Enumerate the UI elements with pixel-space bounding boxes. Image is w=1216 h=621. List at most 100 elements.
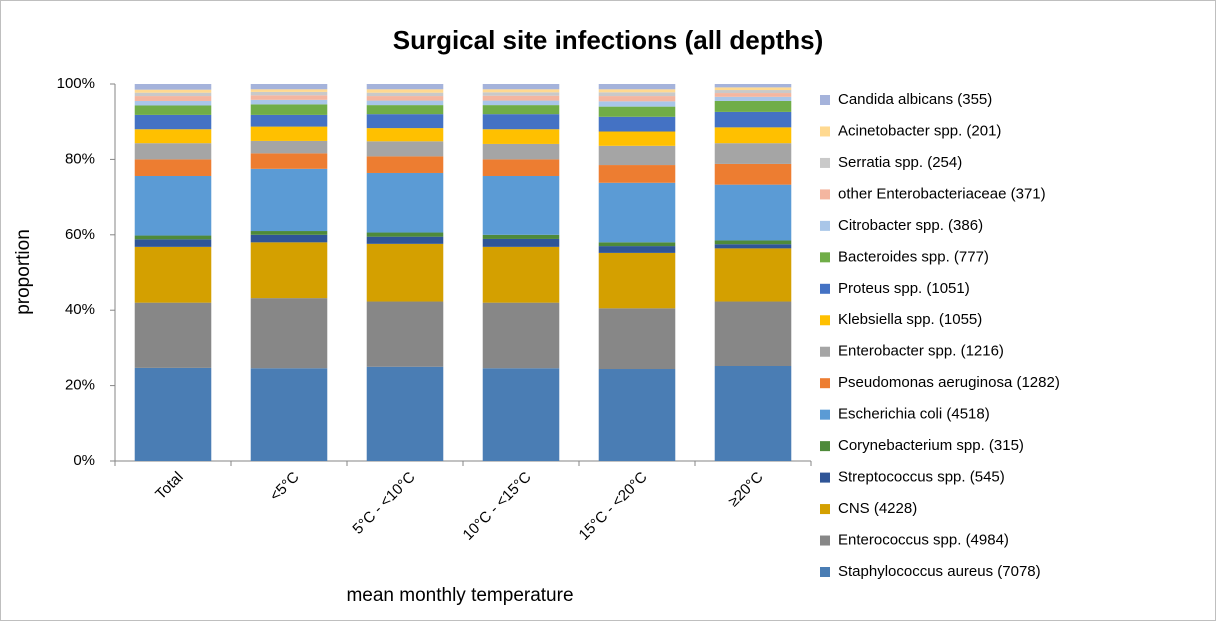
bar-segment	[250, 91, 328, 96]
bar-segment	[134, 302, 212, 368]
bar-segment	[366, 141, 444, 157]
bar-segment	[482, 302, 560, 369]
bar-segment	[250, 140, 328, 154]
bar-segment	[598, 165, 676, 183]
bar-segment	[714, 111, 792, 128]
legend-label: Bacteroides spp. (777)	[838, 248, 989, 265]
bar-segment	[598, 242, 676, 247]
chart-title: Surgical site infections (all depths)	[393, 25, 824, 55]
bar-segment	[134, 89, 212, 93]
legend-swatch	[820, 535, 830, 546]
bar-segment	[714, 90, 792, 94]
legend-swatch	[820, 346, 830, 357]
bar-segment	[482, 89, 560, 93]
bar-segment	[714, 84, 792, 88]
bar-segment	[482, 95, 560, 101]
bar-segment	[250, 84, 328, 90]
bar-segment	[250, 126, 328, 141]
bar-segment	[714, 184, 792, 241]
bar-segment	[250, 242, 328, 299]
y-axis-label: proportion	[13, 229, 34, 315]
legend-label: Pseudomonas aeruginosa (1282)	[838, 374, 1060, 391]
bar-segment	[714, 244, 792, 249]
bar-segment	[366, 105, 444, 115]
bar-segment	[598, 182, 676, 243]
bar-segment	[366, 232, 444, 237]
legend-label: CNS (4228)	[838, 500, 917, 517]
bar-segment	[134, 105, 212, 115]
y-tick-label: 0%	[73, 452, 95, 469]
bar-segment	[134, 246, 212, 303]
legend-swatch	[820, 567, 830, 577]
legend-swatch	[820, 220, 830, 231]
legend-swatch	[820, 189, 830, 200]
bar-segment	[598, 369, 676, 461]
bar-segment	[714, 127, 792, 144]
bar-segment	[598, 96, 676, 102]
bar-segment	[250, 168, 328, 232]
bar-segment	[598, 308, 676, 370]
bar-segment	[598, 106, 676, 117]
bar-segment	[598, 246, 676, 253]
bar-segment	[134, 92, 212, 97]
bar-segment	[598, 84, 676, 90]
bar-segment	[366, 89, 444, 93]
bar-segment	[482, 159, 560, 176]
bar-segment	[482, 143, 560, 160]
legend-swatch	[820, 378, 830, 389]
bar-segment	[482, 234, 560, 239]
legend-label: Citrobacter spp. (386)	[838, 217, 983, 234]
legend-label: other Enterobacteriaceae (371)	[838, 185, 1046, 202]
bar-segment	[134, 84, 212, 90]
legend-label: Staphylococcus aureus (7078)	[838, 563, 1041, 580]
bar-segment	[250, 114, 328, 127]
bar-segment	[482, 175, 560, 235]
bar-segment	[366, 128, 444, 142]
legend-swatch	[820, 472, 830, 483]
bar-segment	[366, 366, 444, 461]
y-tick-label: 20%	[65, 377, 95, 394]
legend-swatch	[820, 315, 830, 326]
bar-segment	[134, 96, 212, 101]
legend-label: Corynebacterium spp. (315)	[838, 437, 1024, 454]
bar-segment	[482, 129, 560, 144]
y-tick-label: 100%	[57, 75, 95, 92]
bar-segment	[366, 301, 444, 367]
legend-label: Enterobacter spp. (1216)	[838, 343, 1004, 360]
bar-segment	[134, 159, 212, 176]
bar-segment	[482, 114, 560, 130]
legend-swatch	[820, 95, 830, 105]
y-tick-label: 60%	[65, 226, 95, 243]
bar-segment	[598, 116, 676, 132]
legend-label: Enterococcus spp. (4984)	[838, 532, 1009, 549]
legend-label: Serratia spp. (254)	[838, 154, 962, 171]
legend-swatch	[820, 409, 830, 420]
legend-swatch	[820, 157, 830, 168]
legend-swatch	[820, 252, 830, 263]
bar-segment	[714, 365, 792, 461]
bar-segment	[250, 95, 328, 100]
legend-swatch	[820, 283, 830, 294]
bar-segment	[250, 234, 328, 243]
bar-segment	[134, 114, 212, 130]
bar-segment	[366, 236, 444, 244]
bar-segment	[714, 248, 792, 302]
bar-segment	[134, 143, 212, 160]
bar-segment	[250, 368, 328, 461]
x-axis-label: mean monthly temperature	[346, 585, 573, 606]
bar-segment	[482, 84, 560, 90]
legend-label: Escherichia coli (4518)	[838, 406, 990, 423]
bar-segment	[366, 84, 444, 90]
bar-segment	[598, 252, 676, 309]
bar-segment	[134, 100, 212, 106]
legend-label: Streptococcus spp. (545)	[838, 469, 1005, 486]
bar-segment	[366, 114, 444, 129]
bar-segment	[598, 131, 676, 146]
bar-segment	[714, 143, 792, 164]
bar-segment	[714, 100, 792, 112]
bar-segment	[482, 238, 560, 247]
bar-segment	[250, 153, 328, 169]
bar-segment	[250, 104, 328, 115]
legend-label: Acinetobacter spp. (201)	[838, 122, 1001, 139]
